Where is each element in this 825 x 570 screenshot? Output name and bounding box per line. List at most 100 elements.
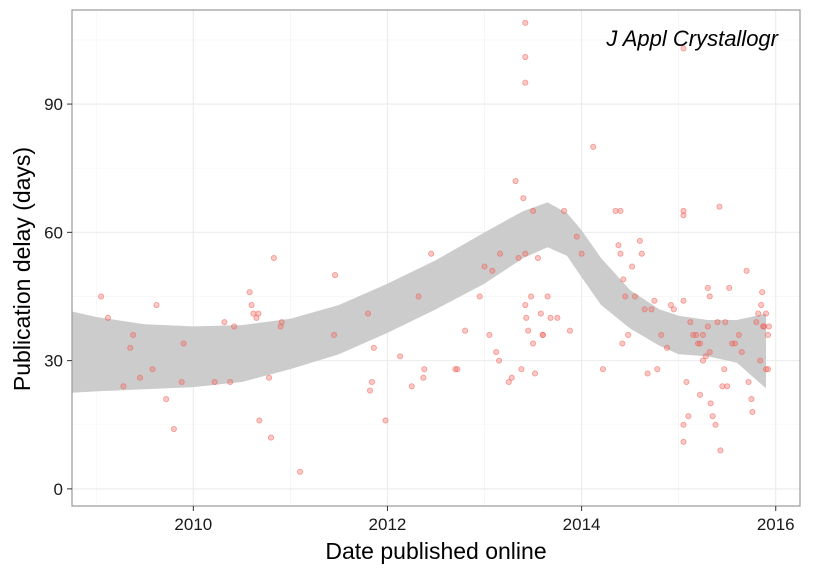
data-point [619,340,626,347]
data-point [408,383,415,390]
y-tick-label: 90 [44,95,63,114]
data-point [631,293,639,300]
data-point [573,233,580,240]
data-point [759,289,766,296]
data-point [762,310,770,317]
data-point [180,340,187,347]
data-point [531,370,539,377]
data-point [366,387,374,394]
data-point [428,250,435,257]
data-point [120,383,127,390]
data-point [680,438,687,445]
data-point [638,250,645,257]
data-point [476,293,483,300]
data-point [764,366,772,373]
data-point [530,340,537,347]
data-point [104,314,111,321]
data-point [522,250,529,257]
data-point [683,378,690,386]
data-point [641,306,648,313]
data-point [680,421,687,428]
data-point [696,391,704,398]
x-axis-ticks: 2010 2012 2014 2016 [174,506,795,534]
data-point [578,250,585,257]
data-point [654,366,661,373]
data-point [709,413,716,420]
data-point [663,344,671,351]
data-point [496,357,503,364]
data-point [462,327,469,334]
x-tick-label: 2010 [174,515,212,534]
data-point [256,417,263,424]
data-point [706,293,713,300]
data-point [765,323,772,330]
data-point [518,366,525,373]
data-point [712,421,719,428]
data-point [748,396,755,403]
data-point [721,366,728,373]
data-point [566,327,574,334]
data-point [714,319,721,326]
data-point [651,297,658,304]
data-point [622,293,629,300]
data-point [522,19,529,26]
data-point [522,79,529,86]
data-point [764,331,772,339]
data-point [670,306,677,313]
x-tick-label: 2012 [369,515,407,534]
data-point [278,319,285,326]
data-point [493,349,500,356]
data-point [755,310,762,317]
data-point [680,297,687,304]
data-point [130,331,137,339]
x-tick-label: 2014 [563,515,601,534]
data-point [512,177,519,185]
data-point [738,349,745,356]
data-point [702,353,709,360]
data-point [365,310,372,317]
data-point [617,250,624,257]
data-point [680,207,687,215]
data-point [735,331,742,339]
data-point [508,374,515,381]
y-tick-label: 30 [44,352,63,371]
x-tick-label: 2016 [757,515,795,534]
data-point [726,284,733,291]
data-point [745,378,752,386]
data-point [270,254,277,262]
data-point [544,293,551,300]
data-point [98,293,105,300]
data-point [620,276,627,283]
data-point [486,331,493,339]
data-point [561,207,568,215]
data-point [731,340,739,347]
data-point [658,331,665,339]
data-point [170,425,177,433]
data-point [680,212,687,219]
data-point [680,45,687,52]
data-point [716,203,723,210]
data-point [454,366,461,373]
data-point [534,254,541,262]
data-point [153,301,160,309]
data-point [685,413,692,420]
data-point [332,272,339,279]
data-point [248,301,255,309]
x-axis-title: Date published online [325,538,546,564]
data-point [644,370,651,377]
data-point [265,374,273,381]
data-point [753,319,760,326]
data-point [520,195,527,202]
data-point [762,366,770,373]
data-point [706,349,713,356]
data-point [421,366,428,373]
data-point [420,374,427,381]
data-point [617,207,624,215]
y-tick-label: 60 [44,223,63,242]
data-point [505,378,512,386]
data-point [695,340,702,347]
data-point [599,366,607,373]
data-point [221,319,228,326]
data-point [537,310,544,317]
